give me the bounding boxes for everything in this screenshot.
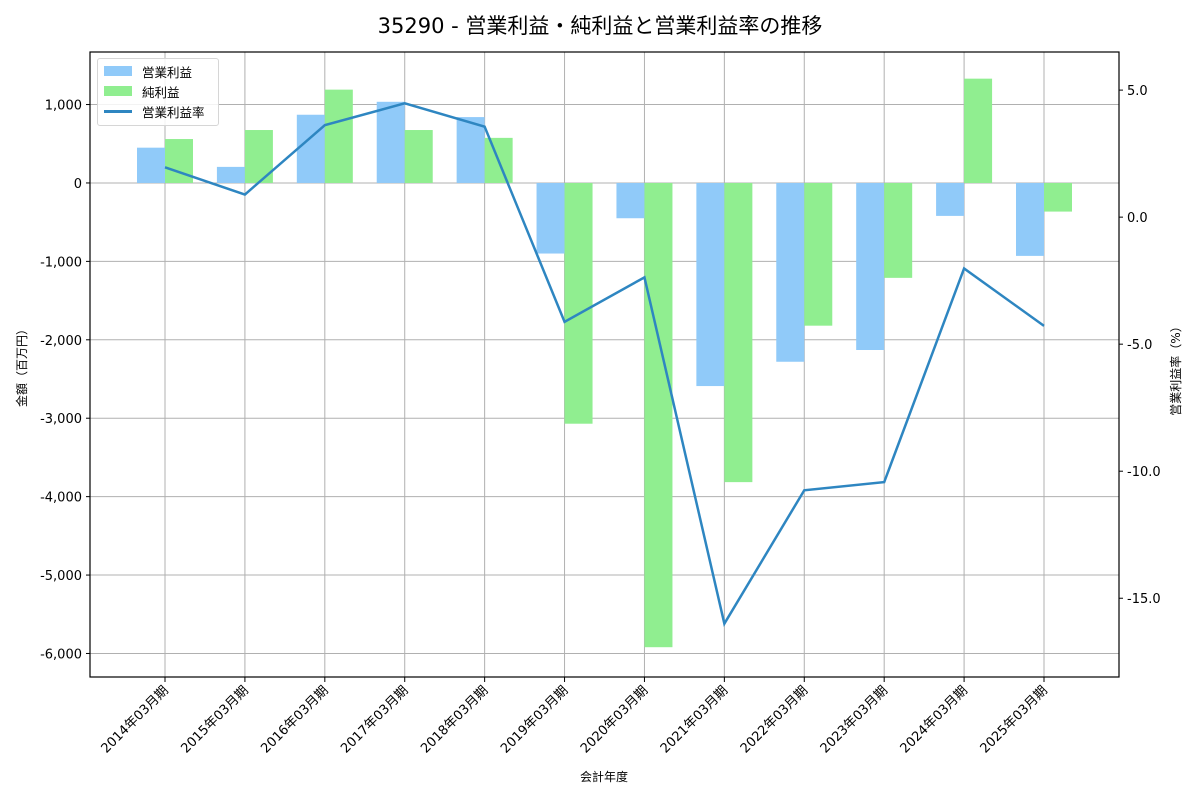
right-tick-label: 0.0 bbox=[1127, 211, 1148, 226]
x-tick-label: 2021年03月期 bbox=[658, 683, 731, 756]
x-tick-label: 2023年03月期 bbox=[818, 683, 891, 756]
legend-item-operating-margin: 営業利益率 bbox=[104, 101, 205, 121]
legend-label: 純利益 bbox=[142, 84, 180, 100]
operating-profit-bar bbox=[856, 182, 885, 350]
left-axis: 1,000 0 -1,000 -2,000 -3,000 -4,000 -5,000 -6,0… bbox=[40, 99, 90, 662]
operating-margin-line-icon bbox=[104, 109, 132, 113]
operating-margin-line bbox=[164, 102, 1045, 627]
net-profit-bar bbox=[404, 130, 433, 183]
x-tick-label: 2020年03月期 bbox=[578, 683, 651, 756]
left-tick-label: -1,000 bbox=[40, 255, 82, 270]
right-tick-label: 5.0 bbox=[1127, 84, 1148, 99]
x-axis: 2014年03月期 2015年03月期 2016年03月期 2017年03月期 2018… bbox=[99, 677, 1051, 757]
operating-profit-bar bbox=[376, 101, 405, 183]
operating-profit-bar bbox=[137, 147, 165, 183]
operating-profit-bar bbox=[616, 182, 645, 219]
left-tick-label: -5,000 bbox=[40, 569, 82, 584]
legend-item-operating-profit: 営業利益 bbox=[104, 61, 192, 81]
left-tick-label: -6,000 bbox=[40, 647, 82, 662]
net-profit-bar bbox=[964, 78, 993, 183]
operating-profit-swatch-icon bbox=[104, 66, 132, 76]
plot-frame bbox=[89, 51, 1120, 678]
net-profit-bar bbox=[884, 182, 913, 278]
bar-series bbox=[137, 78, 1072, 648]
left-tick-label: -2,000 bbox=[40, 334, 82, 349]
right-tick-label: -5.0 bbox=[1127, 338, 1152, 353]
net-profit-bar bbox=[644, 182, 673, 648]
x-tick-label: 2024年03月期 bbox=[898, 683, 971, 756]
operating-profit-bar bbox=[936, 182, 965, 216]
operating-profit-bar bbox=[776, 182, 805, 362]
right-tick-label: -10.0 bbox=[1127, 465, 1161, 480]
y-axis-label-left: 金額（百万円） bbox=[14, 323, 29, 407]
x-tick-label: 2015年03月期 bbox=[178, 683, 251, 756]
operating-profit-bar bbox=[536, 182, 565, 254]
left-tick-label: 1,000 bbox=[45, 99, 82, 114]
x-tick-label: 2016年03月期 bbox=[258, 683, 331, 756]
y-axis-label-right: 営業利益率（%） bbox=[1168, 320, 1183, 415]
legend: 営業利益 純利益 営業利益率 bbox=[97, 58, 219, 126]
legend-label: 営業利益率 bbox=[142, 104, 205, 120]
operating-profit-bar bbox=[216, 166, 245, 183]
net-profit-swatch-icon bbox=[104, 86, 132, 96]
net-profit-bar bbox=[324, 89, 353, 183]
net-profit-bar bbox=[724, 182, 753, 483]
net-profit-bar bbox=[804, 182, 833, 326]
x-tick-label: 2025年03月期 bbox=[978, 683, 1051, 756]
left-tick-label: -3,000 bbox=[40, 412, 82, 427]
x-tick-label: 2014年03月期 bbox=[99, 683, 172, 756]
x-axis-label: 会計年度 bbox=[580, 769, 628, 784]
chart-title: 35290 - 営業利益・純利益と営業利益率の推移 bbox=[377, 14, 823, 38]
x-tick-label: 2017年03月期 bbox=[338, 683, 411, 756]
legend-item-net-profit: 純利益 bbox=[104, 81, 180, 101]
x-tick-label: 2018年03月期 bbox=[418, 683, 491, 756]
net-profit-bar bbox=[1044, 182, 1072, 212]
line-series bbox=[164, 102, 1045, 627]
operating-profit-bar bbox=[296, 114, 325, 183]
x-tick-label: 2019年03月期 bbox=[498, 683, 571, 756]
right-axis: 5.0 0.0 -5.0 -10.0 -15.0 bbox=[1119, 84, 1161, 607]
right-tick-label: -15.0 bbox=[1127, 592, 1161, 607]
legend-label: 営業利益 bbox=[142, 64, 193, 80]
net-profit-bar bbox=[564, 182, 593, 424]
operating-profit-bar bbox=[1016, 182, 1044, 256]
x-tick-label: 2022年03月期 bbox=[738, 683, 811, 756]
operating-profit-bar bbox=[456, 117, 485, 183]
operating-profit-bar bbox=[696, 182, 725, 387]
left-tick-label: -4,000 bbox=[40, 491, 82, 506]
left-tick-label: 0 bbox=[74, 177, 82, 192]
